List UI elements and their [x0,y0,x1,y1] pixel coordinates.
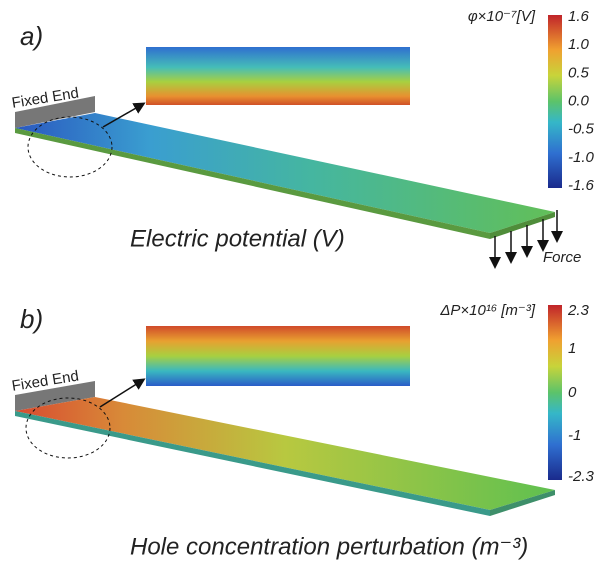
beam [15,397,555,510]
colorbar [548,15,562,188]
caption: Hole concentration perturbation (m⁻³) [130,533,528,560]
inset [146,47,410,105]
panel-label: b) [20,304,43,334]
colorbar-tick-label: -1.6 [568,177,595,194]
colorbar-title: φ×10⁻⁷[V] [468,8,536,25]
page: {"panels": [ {"label": "a)", "fixed_end"… [0,0,606,567]
colorbar-tick-label: 0.5 [568,64,590,81]
panel-label: a) [20,21,43,51]
beam [15,113,555,233]
colorbar-tick-label: 1.6 [568,8,590,25]
colorbar-tick-label: -0.5 [568,121,595,138]
colorbar-tick-label: -1 [568,427,581,444]
figure: a)Fixed EndElectric potential (V)φ×10⁻⁷[… [0,0,606,567]
force-label: Force [543,249,581,266]
colorbar-tick-label: -2.3 [568,468,595,485]
caption: Electric potential (V) [130,225,345,252]
colorbar-tick-label: 0.0 [568,92,590,109]
colorbar-tick-label: 1.0 [568,36,590,53]
colorbar-tick-label: -1.0 [568,149,595,166]
colorbar-tick-label: 1 [568,340,576,357]
colorbar [548,305,562,480]
colorbar-tick-label: 2.3 [567,302,590,319]
inset [146,326,410,386]
colorbar-title: ΔP×10¹⁶ [m⁻³] [439,302,535,319]
colorbar-tick-label: 0 [568,384,577,401]
